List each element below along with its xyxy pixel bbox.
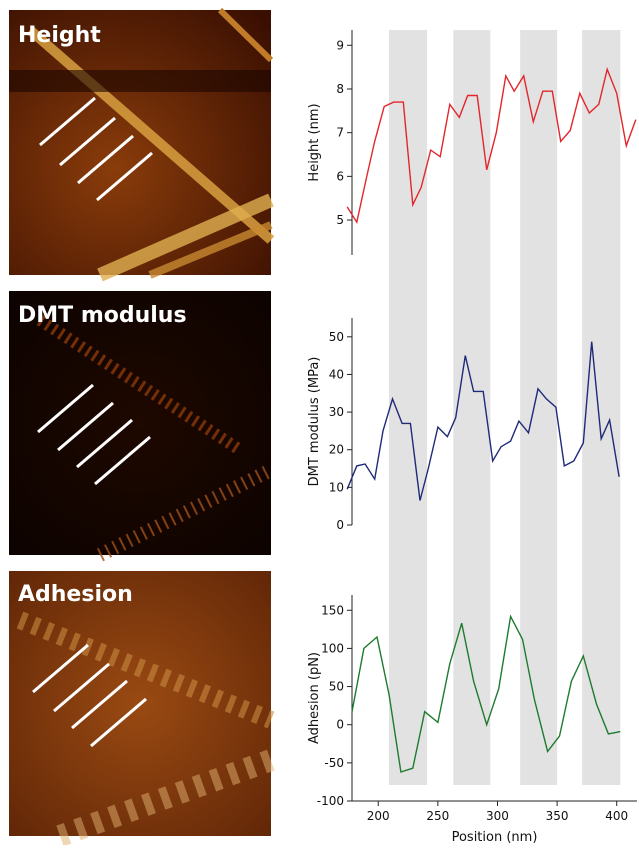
highlight-band bbox=[520, 30, 558, 785]
height-image bbox=[9, 7, 275, 282]
x-tick-label: 250 bbox=[426, 809, 449, 823]
x-tick-label: 400 bbox=[605, 809, 628, 823]
y-axis-label: Adhesion (pN) bbox=[307, 652, 322, 744]
data-line bbox=[351, 614, 621, 773]
y-axis-label: DMT modulus (MPa) bbox=[307, 357, 322, 487]
x-tick-label: 300 bbox=[486, 809, 509, 823]
y-tick-label: 8 bbox=[336, 82, 344, 96]
y-tick-label: 150 bbox=[321, 603, 344, 617]
data-line bbox=[346, 66, 637, 225]
y-tick-label: -50 bbox=[324, 756, 344, 770]
y-tick-label: 50 bbox=[329, 330, 344, 344]
y-tick-label: 5 bbox=[336, 213, 344, 227]
y-tick-label: 6 bbox=[336, 169, 344, 183]
image-label: DMT modulus bbox=[18, 303, 187, 328]
highlight-band bbox=[388, 30, 428, 785]
x-tick-label: 350 bbox=[546, 809, 569, 823]
highlight-band bbox=[582, 30, 621, 785]
data-line bbox=[346, 341, 620, 501]
y-tick-label: 20 bbox=[329, 443, 344, 457]
y-axis-label: Height (nm) bbox=[307, 103, 322, 181]
x-axis-label: Position (nm) bbox=[452, 830, 538, 845]
highlight-band bbox=[453, 30, 491, 785]
image-label: Adhesion bbox=[18, 582, 133, 607]
arrows bbox=[32, 96, 153, 748]
y-tick-label: 50 bbox=[329, 680, 344, 694]
dmt-image bbox=[9, 291, 275, 562]
y-tick-label: 0 bbox=[336, 718, 344, 732]
y-tick-label: 30 bbox=[329, 405, 344, 419]
y-tick-label: 40 bbox=[329, 367, 344, 381]
y-tick-label: 9 bbox=[336, 38, 344, 52]
y-tick-label: 0 bbox=[336, 518, 344, 532]
x-tick-label: 200 bbox=[367, 809, 390, 823]
adhesion-image bbox=[9, 571, 275, 847]
y-tick-label: 10 bbox=[329, 480, 344, 494]
y-tick-label: 100 bbox=[321, 641, 344, 655]
y-tick-label: -100 bbox=[317, 794, 344, 808]
y-tick-label: 7 bbox=[336, 126, 344, 140]
image-label: Height bbox=[18, 23, 101, 48]
